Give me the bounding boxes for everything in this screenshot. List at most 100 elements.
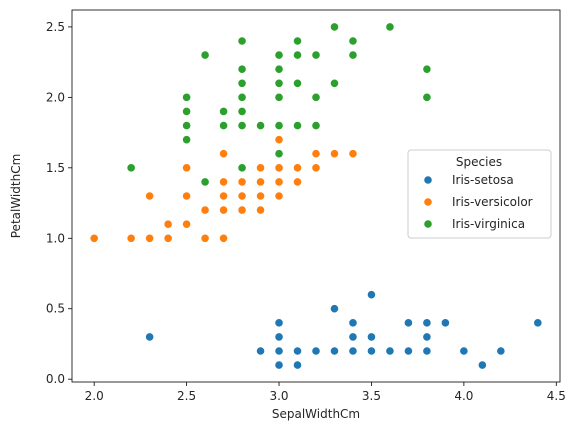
data-point-iris-virginica (329, 78, 340, 88)
data-point-iris-versicolor (311, 149, 321, 159)
data-point-iris-virginica (292, 120, 303, 131)
x-tick-label: 2.0 (85, 389, 104, 403)
data-point-iris-versicolor (200, 205, 210, 215)
legend: Species Iris-setosa Iris-versicolor Iris-v… (407, 149, 552, 239)
data-point-iris-virginica (126, 163, 136, 173)
data-point-iris-versicolor (329, 149, 340, 159)
x-tick-label: 4.0 (454, 389, 473, 403)
data-point-iris-versicolor (255, 177, 266, 187)
data-point-iris-versicolor (163, 219, 173, 229)
data-point-iris-virginica (311, 120, 321, 131)
data-point-iris-virginica (237, 120, 247, 131)
x-tick-label: 2.5 (177, 389, 196, 403)
plot-points (89, 22, 543, 370)
x-axis: 2.0 2.5 3.0 3.5 4.0 4.5 (85, 382, 566, 403)
data-point-iris-virginica (182, 106, 192, 117)
data-point-iris-versicolor (182, 219, 192, 229)
legend-box (407, 149, 552, 239)
y-tick-label: 1.5 (46, 161, 65, 175)
legend-title: Species (456, 155, 502, 169)
data-point-iris-virginica (218, 106, 229, 117)
data-point-iris-virginica (200, 50, 210, 60)
legend-label: Iris-setosa (452, 173, 514, 187)
data-point-iris-virginica (237, 92, 247, 102)
y-tick-label: 1.0 (46, 231, 65, 245)
x-tick-label: 3.5 (362, 389, 381, 403)
data-point-iris-versicolor (274, 177, 284, 187)
data-point-iris-virginica (274, 92, 284, 102)
data-point-iris-virginica (274, 149, 284, 159)
data-point-iris-versicolor (255, 205, 266, 215)
data-point-iris-virginica (182, 120, 192, 131)
data-point-iris-versicolor (218, 205, 229, 215)
data-point-iris-setosa (274, 346, 284, 356)
x-tick-label: 4.5 (547, 389, 566, 403)
data-point-iris-virginica (237, 64, 247, 74)
data-point-iris-setosa (477, 360, 487, 370)
data-point-iris-versicolor (145, 233, 155, 243)
data-point-iris-versicolor (218, 233, 229, 243)
data-point-iris-versicolor (182, 191, 192, 201)
data-point-iris-versicolor (274, 135, 284, 145)
data-point-iris-setosa (422, 346, 432, 356)
data-point-iris-setosa (274, 332, 284, 342)
data-point-iris-versicolor (348, 149, 358, 159)
data-point-iris-setosa (533, 318, 543, 328)
data-point-iris-virginica (329, 22, 340, 32)
data-point-iris-virginica (237, 106, 247, 117)
data-point-iris-virginica (292, 50, 303, 60)
data-point-iris-virginica (274, 50, 284, 60)
data-point-iris-setosa (496, 346, 506, 356)
data-point-iris-virginica (292, 36, 303, 46)
data-point-iris-virginica (237, 78, 247, 88)
x-tick-label: 3.0 (269, 389, 288, 403)
data-point-iris-virginica (311, 92, 321, 102)
data-point-iris-virginica (274, 78, 284, 88)
data-point-iris-versicolor (126, 233, 136, 243)
legend-marker (423, 219, 433, 229)
data-point-iris-versicolor (200, 233, 210, 243)
data-point-iris-virginica (182, 135, 192, 145)
data-point-iris-versicolor (218, 191, 229, 201)
data-point-iris-versicolor (145, 191, 155, 201)
data-point-iris-virginica (292, 78, 303, 88)
y-axis-label: PetalWidthCm (9, 154, 23, 239)
data-point-iris-virginica (182, 92, 192, 102)
data-point-iris-setosa (329, 346, 340, 356)
data-point-iris-setosa (422, 318, 432, 328)
data-point-iris-virginica (274, 120, 284, 131)
data-point-iris-setosa (292, 346, 303, 356)
data-point-iris-setosa (145, 332, 155, 342)
data-point-iris-setosa (274, 360, 284, 370)
data-point-iris-versicolor (182, 163, 192, 173)
data-point-iris-virginica (385, 22, 395, 32)
data-point-iris-setosa (311, 346, 321, 356)
data-point-iris-setosa (403, 318, 414, 328)
y-tick-label: 2.5 (46, 20, 65, 34)
legend-label: Iris-versicolor (452, 195, 533, 209)
y-tick-label: 0.5 (46, 302, 65, 316)
legend-label: Iris-virginica (452, 217, 525, 231)
data-point-iris-setosa (459, 346, 469, 356)
data-point-iris-versicolor (255, 191, 266, 201)
data-point-iris-virginica (237, 36, 247, 46)
data-point-iris-versicolor (311, 163, 321, 173)
data-point-iris-setosa (255, 346, 266, 356)
data-point-iris-setosa (348, 332, 358, 342)
data-point-iris-versicolor (89, 233, 99, 243)
data-point-iris-setosa (366, 332, 377, 342)
legend-marker (423, 175, 433, 185)
data-point-iris-virginica (237, 163, 247, 173)
data-point-iris-setosa (292, 360, 303, 370)
data-point-iris-virginica (200, 177, 210, 187)
x-axis-label: SepalWidthCm (272, 407, 360, 421)
y-tick-label: 0.0 (46, 372, 65, 386)
data-point-iris-versicolor (292, 177, 303, 187)
legend-items: Iris-setosa Iris-versicolor Iris-virginica (423, 173, 533, 231)
data-point-iris-versicolor (237, 191, 247, 201)
data-point-iris-versicolor (218, 149, 229, 159)
data-point-iris-setosa (422, 332, 432, 342)
data-point-iris-versicolor (218, 177, 229, 187)
data-point-iris-virginica (274, 64, 284, 74)
